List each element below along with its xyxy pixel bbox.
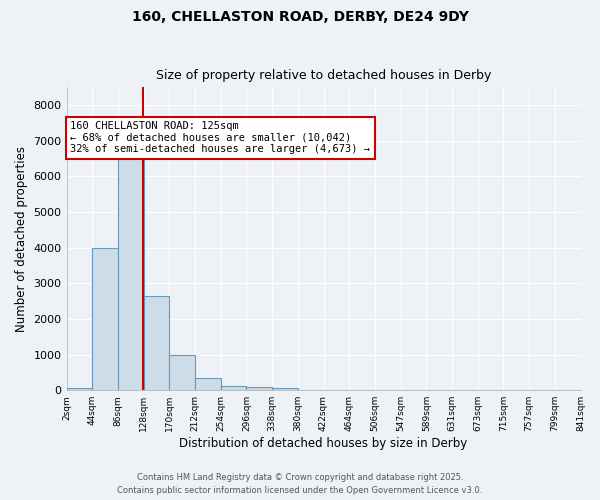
Bar [272,388,298,390]
Text: 160, CHELLASTON ROAD, DERBY, DE24 9DY: 160, CHELLASTON ROAD, DERBY, DE24 9DY [131,10,469,24]
Text: 160 CHELLASTON ROAD: 125sqm
← 68% of detached houses are smaller (10,042)
32% of: 160 CHELLASTON ROAD: 125sqm ← 68% of det… [70,121,370,154]
Text: Contains HM Land Registry data © Crown copyright and database right 2025.
Contai: Contains HM Land Registry data © Crown c… [118,474,482,495]
Bar [247,388,272,390]
Bar [67,388,92,390]
Y-axis label: Number of detached properties: Number of detached properties [15,146,28,332]
Bar [143,296,169,390]
X-axis label: Distribution of detached houses by size in Derby: Distribution of detached houses by size … [179,437,467,450]
Bar [118,155,143,390]
Bar [221,386,247,390]
Bar [195,378,221,390]
Bar [169,354,195,390]
Title: Size of property relative to detached houses in Derby: Size of property relative to detached ho… [156,69,491,82]
Bar [92,248,118,390]
